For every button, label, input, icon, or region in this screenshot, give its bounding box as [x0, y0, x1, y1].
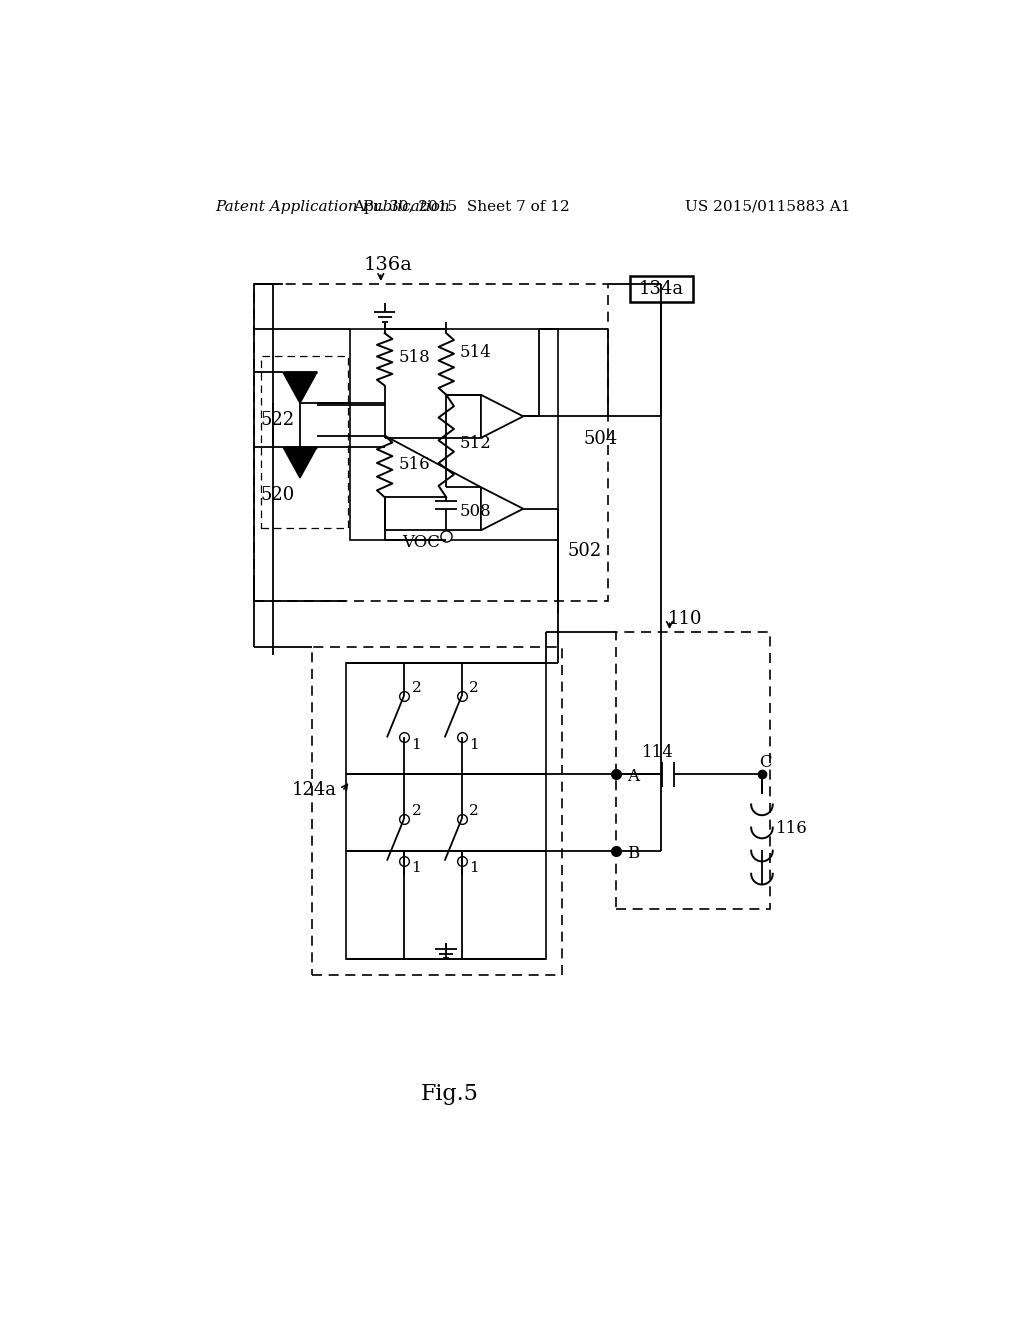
Text: C: C [760, 754, 772, 771]
Text: Fig.5: Fig.5 [421, 1082, 479, 1105]
Text: 504: 504 [583, 430, 617, 449]
Text: Apr. 30, 2015  Sheet 7 of 12: Apr. 30, 2015 Sheet 7 of 12 [353, 199, 570, 214]
Text: 516: 516 [398, 457, 430, 474]
Text: 2: 2 [412, 804, 421, 818]
Text: 114: 114 [642, 744, 674, 762]
Text: 134a: 134a [639, 280, 684, 298]
Text: 520: 520 [260, 486, 295, 504]
Text: 1: 1 [469, 738, 479, 752]
Text: 136a: 136a [365, 256, 413, 273]
Text: 514: 514 [460, 345, 492, 360]
Bar [254, 284, 608, 601]
Text: 116: 116 [776, 820, 808, 837]
Text: B: B [628, 845, 639, 862]
Text: VOC: VOC [402, 535, 440, 552]
Bar [630, 276, 692, 302]
Text: A: A [628, 768, 639, 785]
Text: 1: 1 [412, 738, 421, 752]
Text: 512: 512 [460, 434, 492, 451]
Text: 502: 502 [567, 543, 602, 560]
Bar [346, 663, 547, 960]
Text: 2: 2 [412, 681, 421, 696]
Text: 1: 1 [412, 862, 421, 875]
Text: 522: 522 [260, 412, 295, 429]
Polygon shape [283, 447, 316, 478]
Text: 110: 110 [668, 610, 702, 628]
Text: Patent Application Publication: Patent Application Publication [215, 199, 450, 214]
Text: 518: 518 [398, 348, 430, 366]
Polygon shape [283, 372, 316, 404]
Text: 2: 2 [469, 804, 479, 818]
Text: 2: 2 [469, 681, 479, 696]
Text: 1: 1 [469, 862, 479, 875]
Bar [615, 632, 770, 909]
Text: 124a: 124a [292, 781, 337, 799]
Text: 508: 508 [460, 503, 492, 520]
Text: US 2015/0115883 A1: US 2015/0115883 A1 [685, 199, 851, 214]
Bar [350, 330, 558, 540]
Bar [261, 356, 348, 528]
Bar [311, 647, 562, 974]
